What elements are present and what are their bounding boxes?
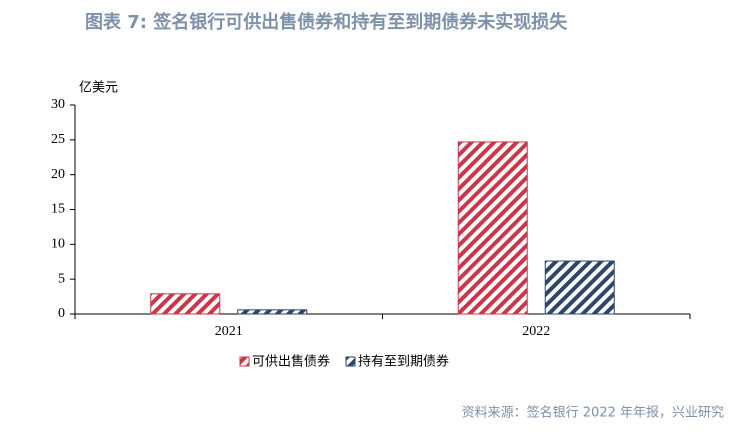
legend-label: 持有至到期债券 bbox=[358, 354, 449, 370]
bar bbox=[150, 293, 221, 315]
y-tick-label: 0 bbox=[58, 306, 65, 321]
legend-swatch bbox=[239, 356, 250, 367]
chart-title: 图表 7: 签名银行可供出售债券和持有至到期债券未实现损失 bbox=[85, 11, 568, 33]
y-tick-label: 15 bbox=[51, 202, 65, 217]
bar bbox=[544, 260, 615, 315]
source-note: 资料来源：签名银行 2022 年年报，兴业研究 bbox=[462, 405, 724, 421]
y-tick-label: 10 bbox=[51, 237, 65, 252]
bar bbox=[237, 309, 308, 315]
y-tick-label: 30 bbox=[51, 97, 65, 112]
legend-swatch bbox=[345, 356, 356, 367]
y-tick-label: 5 bbox=[58, 271, 65, 286]
x-tick-label: 2021 bbox=[215, 324, 243, 339]
y-tick-label: 20 bbox=[51, 167, 65, 182]
y-axis-label: 亿美元 bbox=[79, 81, 118, 96]
legend-label: 可供出售债券 bbox=[252, 354, 330, 370]
x-tick-label: 2022 bbox=[522, 324, 550, 339]
y-tick-label: 25 bbox=[51, 132, 65, 147]
bar bbox=[457, 141, 528, 315]
